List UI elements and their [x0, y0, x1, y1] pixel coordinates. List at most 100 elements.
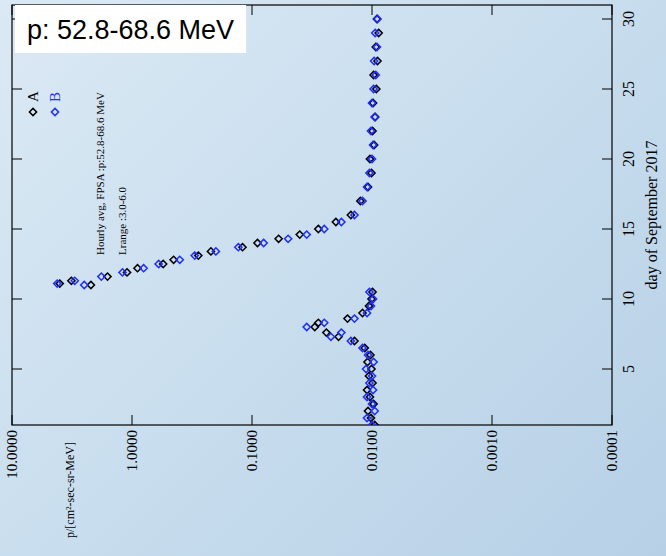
point — [372, 113, 379, 120]
x-tick-label: 30 — [620, 11, 637, 27]
x-tick — [12, 159, 22, 160]
x-tick — [602, 89, 612, 90]
x-tick — [602, 369, 612, 370]
point — [303, 323, 310, 330]
chart: 0.0001 0.0010 0.0100 0.1000 1.0000 10.0000 5 10… — [0, 0, 666, 556]
y-tick — [492, 415, 493, 425]
point — [359, 344, 366, 351]
point — [321, 225, 328, 232]
y-tick-label: 0.0010 — [484, 430, 500, 471]
x-tick — [12, 89, 22, 90]
point — [371, 57, 378, 64]
x-axis-title: day of September 2017 — [643, 141, 661, 290]
point — [119, 269, 126, 276]
point — [370, 85, 377, 92]
y-tick — [12, 5, 13, 15]
plot-frame — [12, 5, 612, 425]
x-tick — [12, 369, 22, 370]
point — [321, 319, 328, 326]
point — [366, 169, 373, 176]
point — [191, 252, 198, 259]
y-tick — [132, 415, 133, 425]
point — [285, 235, 292, 242]
point — [212, 248, 219, 255]
point — [303, 231, 310, 238]
point — [374, 15, 381, 22]
point — [351, 211, 358, 218]
x-tick-label: 20 — [620, 151, 637, 167]
y-tick-label: 0.0001 — [604, 430, 620, 471]
point — [364, 351, 371, 358]
point — [54, 280, 61, 287]
point — [369, 141, 376, 148]
point — [98, 273, 105, 280]
point — [351, 315, 358, 322]
x-tick-label: 15 — [620, 221, 637, 237]
y-tick-label: 1.0000 — [124, 430, 140, 471]
x-tick — [12, 299, 22, 300]
y-tick — [492, 5, 493, 15]
x-tick-label: 10 — [620, 291, 637, 307]
x-tick-label: 25 — [620, 81, 637, 97]
x-tick — [12, 229, 22, 230]
point — [155, 260, 162, 267]
y-tick — [612, 415, 613, 425]
point — [370, 358, 377, 365]
data-points — [54, 15, 383, 425]
point — [363, 414, 370, 421]
y-tick — [612, 5, 613, 15]
point — [372, 71, 379, 78]
point — [207, 248, 214, 255]
point — [81, 281, 88, 288]
point — [373, 15, 380, 22]
point — [372, 29, 379, 36]
point — [366, 288, 373, 295]
point — [359, 197, 366, 204]
point — [363, 183, 370, 190]
legend-label: A — [25, 91, 41, 102]
point — [140, 265, 147, 272]
point — [364, 183, 371, 190]
point — [363, 393, 370, 400]
point — [368, 372, 375, 379]
y-tick — [372, 5, 373, 15]
annotation: Lrange :3.0-6.0 — [116, 186, 128, 255]
y-axis-title: p/[cm²-sec-sr-MeV] — [63, 442, 77, 538]
legend-marker — [29, 108, 36, 115]
x-tick-label: 5 — [620, 365, 637, 373]
point — [371, 113, 378, 120]
point — [362, 365, 369, 372]
y-tick — [252, 415, 253, 425]
point — [71, 277, 78, 284]
point — [368, 155, 375, 162]
point — [176, 256, 183, 263]
y-tick-label: 0.0100 — [364, 430, 380, 471]
point — [235, 244, 242, 251]
point — [327, 333, 334, 340]
y-tick — [252, 5, 253, 15]
y-tick — [12, 415, 13, 425]
x-tick — [602, 19, 612, 20]
point — [338, 218, 345, 225]
y-tick-label: 0.1000 — [244, 430, 260, 471]
point — [373, 43, 380, 50]
point — [368, 421, 375, 425]
legend-marker — [51, 108, 58, 115]
title: p: 52.8-68.6 MeV — [27, 15, 234, 45]
point — [347, 337, 354, 344]
point — [367, 127, 374, 134]
x-tick — [602, 299, 612, 300]
y-tick-label: 10.0000 — [4, 430, 20, 479]
point — [367, 302, 374, 309]
point — [369, 295, 376, 302]
annotation: Hourly avg, FPSA :p:52.8-68.6 MeV — [94, 92, 106, 255]
point — [363, 309, 370, 316]
title-box — [15, 5, 246, 53]
legend-label: B — [47, 92, 63, 102]
x-tick — [602, 229, 612, 230]
point — [369, 386, 376, 393]
point — [260, 239, 267, 246]
x-tick — [602, 159, 612, 160]
point — [275, 235, 282, 242]
point — [368, 99, 375, 106]
